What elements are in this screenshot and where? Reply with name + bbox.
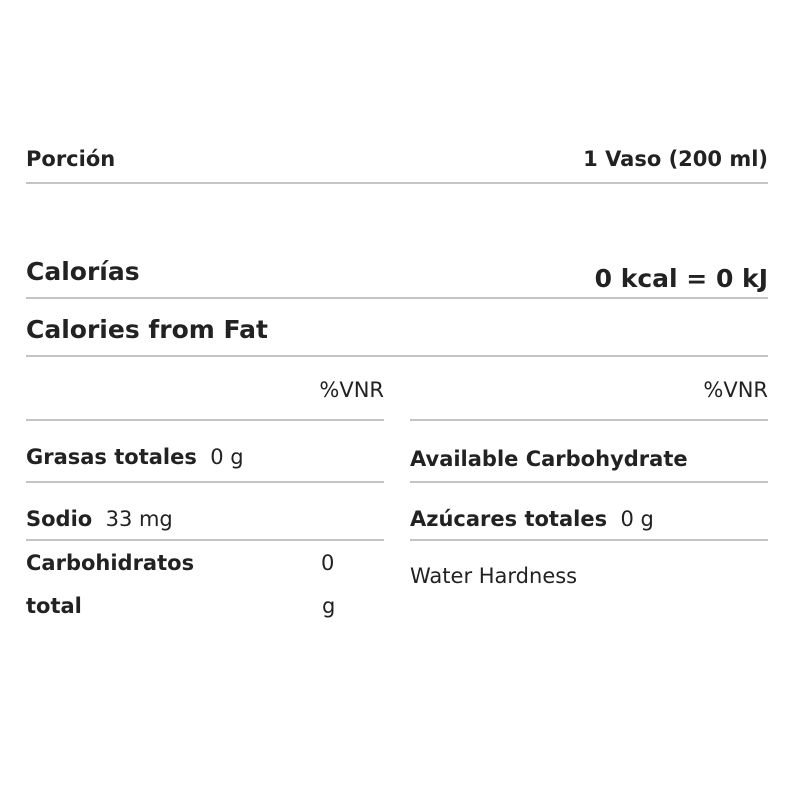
divider bbox=[26, 539, 384, 541]
divider bbox=[410, 539, 768, 541]
right-vnr-header: %VNR bbox=[703, 378, 768, 402]
nutrient-label: Available Carbohydrate bbox=[410, 447, 688, 471]
calories-label: Calorías bbox=[26, 257, 140, 286]
divider bbox=[410, 481, 768, 483]
divider bbox=[410, 419, 768, 421]
divider bbox=[26, 481, 384, 483]
divider bbox=[26, 297, 768, 299]
nutrient-value: g bbox=[322, 594, 336, 618]
nutrient-row: Grasas totales 0 g bbox=[26, 447, 244, 468]
left-vnr-header: %VNR bbox=[319, 378, 384, 402]
calories-value: 0 kcal = 0 kJ bbox=[594, 264, 768, 293]
divider bbox=[26, 182, 768, 184]
divider bbox=[26, 419, 384, 421]
nutrient-value: 0 g bbox=[210, 445, 244, 469]
nutrient-value: 33 mg bbox=[105, 507, 173, 531]
serving-label: Porción bbox=[26, 147, 116, 171]
nutrient-label: Azúcares totales bbox=[410, 507, 608, 531]
nutrient-label: total bbox=[26, 594, 82, 618]
nutrient-row: Azúcares totales 0 g bbox=[410, 509, 654, 530]
divider bbox=[26, 355, 768, 357]
nutrient-value: 0 bbox=[321, 551, 335, 575]
calories-from-fat-label: Calories from Fat bbox=[26, 315, 268, 344]
nutrient-label: Carbohidratos bbox=[26, 551, 195, 575]
nutrient-label: Water Hardness bbox=[410, 564, 578, 588]
nutrient-value: 0 g bbox=[620, 507, 654, 531]
nutrient-label: Sodio bbox=[26, 507, 93, 531]
nutrient-label: Grasas totales bbox=[26, 445, 197, 469]
nutrient-row: Sodio 33 mg bbox=[26, 509, 173, 530]
serving-value: 1 Vaso (200 ml) bbox=[583, 147, 768, 171]
